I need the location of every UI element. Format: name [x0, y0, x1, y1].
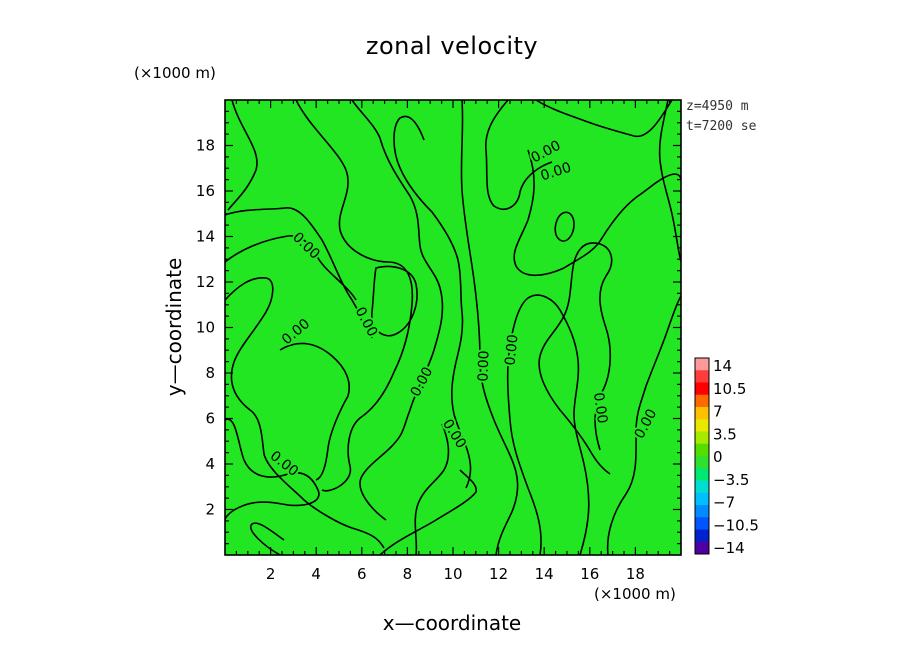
contour-line — [225, 277, 385, 549]
y-tick-label: 16 — [196, 182, 215, 200]
chart-title: zonal velocity — [366, 32, 538, 60]
colorbar-label: 14 — [713, 357, 732, 375]
colorbar-frame — [694, 357, 710, 555]
colorbar-label: −7 — [713, 494, 735, 512]
contour-line — [460, 100, 519, 555]
contour-line — [658, 100, 681, 263]
contour-line — [554, 211, 575, 242]
colorbar-swatch — [695, 456, 709, 469]
colorbar-swatch — [695, 358, 709, 371]
contour-line — [225, 207, 373, 339]
contour-line — [393, 115, 472, 489]
contour-line — [250, 522, 285, 555]
y-tick-label: 10 — [196, 319, 215, 337]
y-tick-label: 2 — [205, 501, 215, 519]
colorbar-swatch — [695, 529, 709, 543]
x-tick-label: 4 — [311, 565, 321, 583]
colorbar-swatch — [695, 394, 709, 408]
contour-line — [379, 469, 477, 555]
contour-line — [225, 235, 357, 301]
colorbar-label: −10.5 — [713, 516, 759, 534]
contour-line — [513, 149, 681, 277]
colorbar-swatch — [695, 370, 709, 383]
y-tick-label: 14 — [196, 228, 215, 246]
colorbar-swatch — [695, 505, 709, 518]
x-tick-label: 18 — [626, 565, 645, 583]
contour-line — [506, 294, 590, 555]
x-tick-label: 16 — [580, 565, 599, 583]
colorbar-label: 3.5 — [713, 425, 737, 443]
colorbar-swatch — [695, 492, 709, 506]
contour-line — [227, 100, 258, 211]
colorbar-swatch — [695, 517, 709, 530]
contour-line — [535, 100, 673, 137]
x-tick-label: 2 — [266, 565, 276, 583]
colorbar-label: −3.5 — [713, 471, 749, 489]
x-tick-label: 8 — [403, 565, 413, 583]
colorbar-swatch — [695, 468, 709, 481]
y-tick-label: 12 — [196, 273, 215, 291]
y-tick-label: 4 — [205, 455, 215, 473]
y-axis-label: y—coordinate — [162, 258, 186, 397]
y-tick-label: 6 — [205, 410, 215, 428]
x-tick-label: 12 — [489, 565, 508, 583]
colorbar-label: 7 — [713, 403, 723, 421]
colorbar: 14 10.5 7 3.5 0 −3.5 −7 −10.5 −14 — [694, 357, 759, 557]
x-tick-label: 14 — [535, 565, 554, 583]
colorbar-swatch — [695, 541, 709, 555]
contour-line — [606, 295, 681, 555]
contour-line — [485, 100, 553, 210]
annotation-t: t=7200 se — [686, 119, 757, 134]
contour-line — [225, 418, 320, 521]
contour-lines — [225, 100, 681, 555]
contour-line — [414, 423, 450, 555]
y-unit-label: (×1000 m) — [134, 64, 216, 82]
colorbar-swatch — [695, 419, 709, 432]
contour-line — [538, 242, 613, 475]
colorbar-swatch — [695, 431, 709, 445]
contour-line — [351, 100, 444, 521]
contour-line — [371, 265, 418, 337]
colorbar-swatch — [695, 480, 709, 494]
colorbar-label: 0 — [713, 448, 723, 466]
contour-line — [279, 342, 350, 481]
x-tick-label: 10 — [443, 565, 462, 583]
contour-label: 0.00 — [475, 350, 492, 382]
contour-label: 0.00 — [502, 334, 521, 367]
x-tick-label: 6 — [357, 565, 367, 583]
axis-ticks: 2 4 6 8 10 12 14 16 18 2 4 6 8 10 12 14 16 18 — [196, 100, 681, 583]
colorbar-swatch — [695, 443, 709, 457]
y-tick-label: 8 — [205, 364, 215, 382]
contour-line — [295, 100, 414, 492]
y-tick-label: 18 — [196, 137, 215, 155]
colorbar-label: 10.5 — [713, 380, 746, 398]
x-axis-label: x—coordinate — [383, 611, 522, 635]
annotation-z: z=4950 m — [686, 99, 749, 114]
colorbar-swatch — [695, 407, 709, 420]
x-unit-label: (×1000 m) — [594, 585, 676, 603]
colorbar-swatch — [695, 382, 709, 396]
colorbar-label: −14 — [713, 539, 745, 557]
